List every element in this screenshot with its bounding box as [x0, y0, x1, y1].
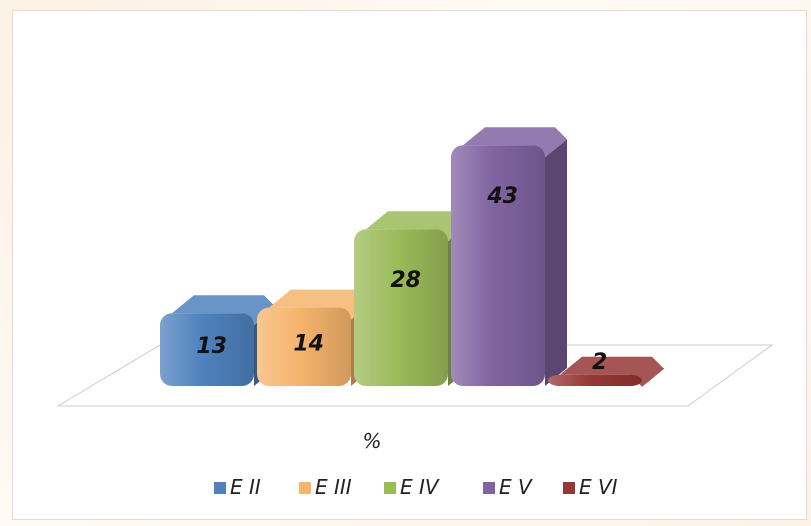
legend-swatch — [483, 482, 495, 494]
legend-item-e-iii: E III — [299, 475, 352, 499]
legend: E II E III E IV E V E VI — [214, 475, 618, 499]
bar-front-face — [548, 374, 642, 386]
legend-label: E IV — [400, 475, 440, 499]
legend-swatch — [384, 482, 396, 494]
data-labels-group: 13 14 28 43 2 — [196, 184, 607, 375]
bar-front-face — [451, 145, 545, 386]
bar-front-face — [160, 313, 254, 386]
bars-group — [160, 127, 664, 387]
legend-label: E V — [499, 475, 533, 499]
legend-item-e-ii: E II — [214, 475, 261, 499]
legend-item-e-v: E V — [483, 475, 533, 499]
legend-swatch — [563, 482, 575, 494]
data-label: 43 — [486, 184, 518, 209]
bar-side-face — [545, 139, 567, 386]
x-axis-label: % — [362, 429, 381, 453]
legend-swatch — [299, 482, 311, 494]
legend-item-e-vi: E VI — [563, 475, 618, 499]
legend-label: E III — [315, 475, 352, 499]
bar-front-face — [257, 307, 351, 386]
bar-e-v — [451, 127, 567, 386]
legend-label: E VI — [579, 475, 618, 499]
legend-label: E II — [230, 475, 261, 499]
data-label: 2 — [592, 350, 607, 375]
bar-e-vi — [548, 356, 664, 387]
bar-front-face — [354, 229, 448, 386]
legend-swatch — [214, 482, 226, 494]
legend-item-e-iv: E IV — [384, 475, 440, 499]
data-label: 28 — [390, 268, 421, 293]
data-label: 14 — [293, 332, 324, 357]
data-label: 13 — [196, 334, 227, 359]
